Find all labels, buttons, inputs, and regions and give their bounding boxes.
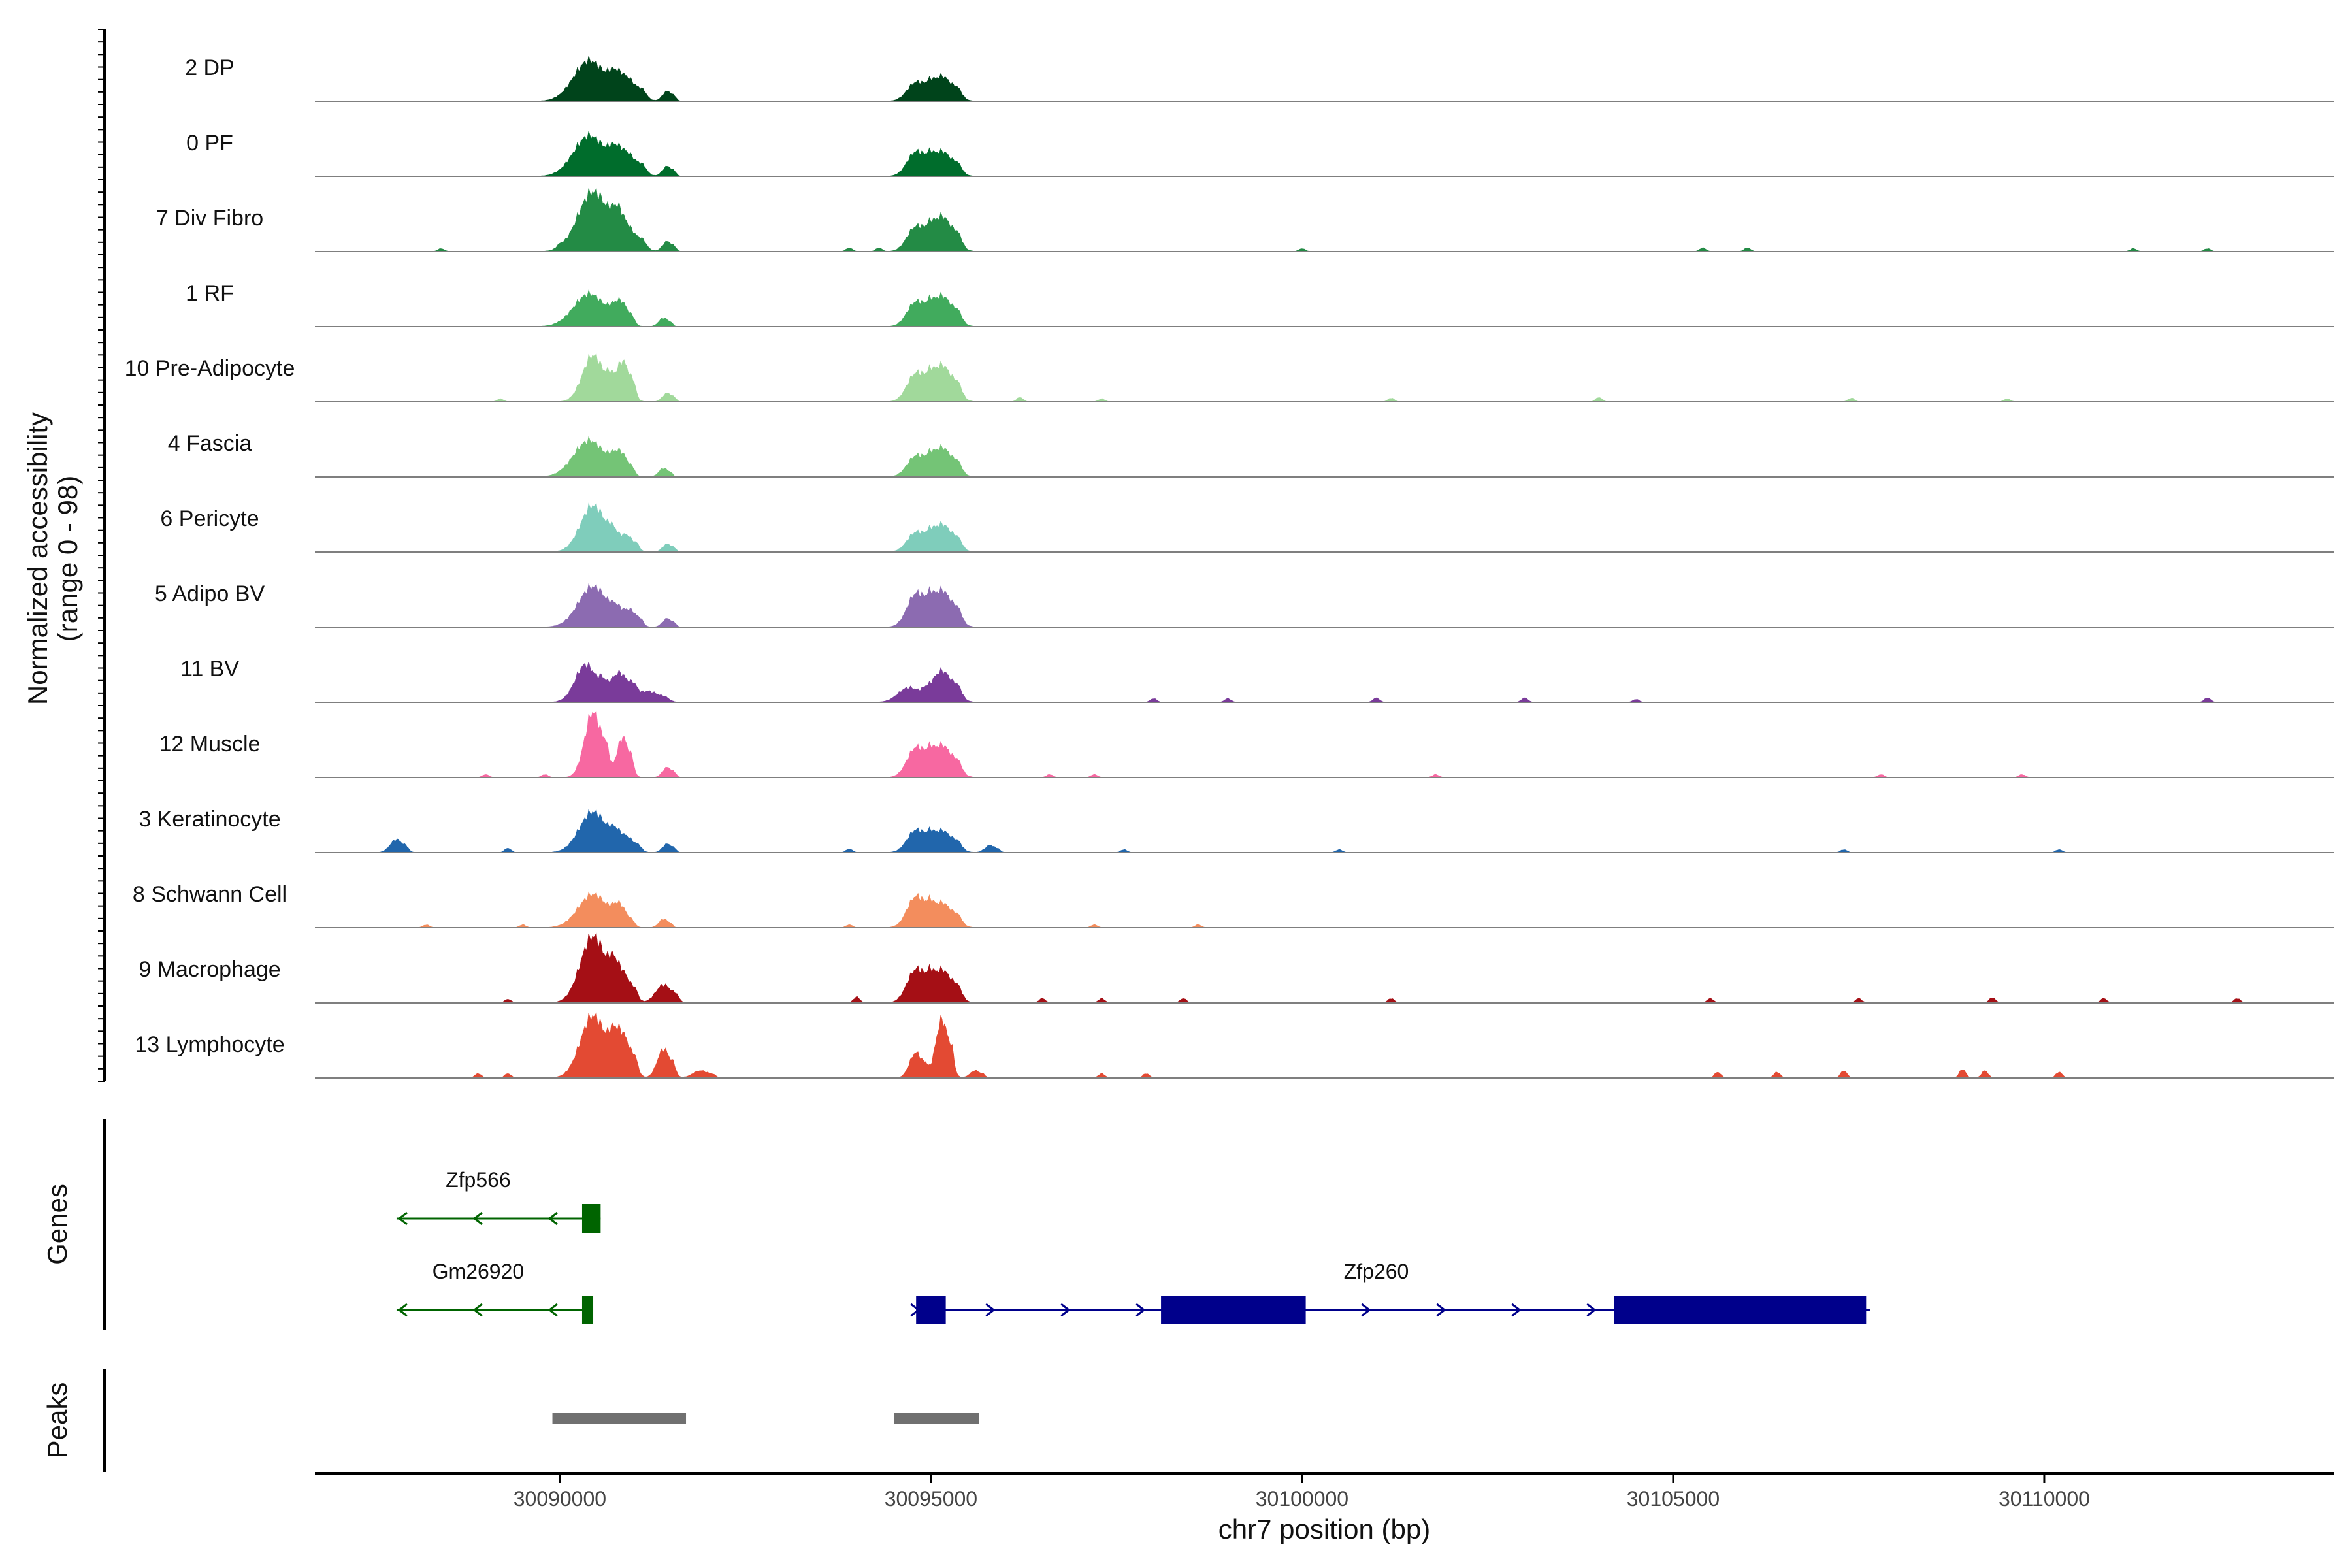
gene-strand-chevron (547, 1211, 558, 1226)
gene-strand-chevron (547, 1303, 558, 1317)
gene-exon (581, 1204, 601, 1233)
track: 12 Muscle (159, 711, 2334, 778)
x-tick-label: 30100000 (1256, 1487, 1348, 1511)
gene-exon (916, 1296, 946, 1324)
track: 11 BV (180, 657, 2334, 703)
track: 4 Fascia (168, 431, 2334, 478)
track-label: 2 DP (185, 56, 235, 80)
peak-region (552, 1413, 687, 1424)
gene-exon (1614, 1296, 1867, 1324)
gene-exon (1161, 1296, 1306, 1324)
track-label: 12 Muscle (159, 732, 261, 757)
gene-label: Zfp260 (1344, 1260, 1409, 1283)
track: 0 PF (186, 131, 2334, 177)
gene-strand-chevron (472, 1303, 483, 1317)
track-label: 6 Pericyte (160, 506, 259, 531)
track-label: 13 Lymphocyte (135, 1032, 284, 1057)
gene-strand-chevron (1361, 1303, 1371, 1317)
peaks-panel-label: Peaks (42, 1382, 73, 1459)
track: 13 Lymphocyte (135, 1012, 2334, 1079)
y-axis-range-label: (range 0 - 98) (52, 476, 83, 642)
gene-strand-chevron (1511, 1303, 1522, 1317)
gene-strand-chevron (397, 1303, 408, 1317)
gene-label: Zfp566 (446, 1168, 511, 1192)
x-tick-label: 30110000 (1999, 1487, 2090, 1511)
x-tick-label: 30090000 (514, 1487, 606, 1511)
gene-strand-chevron (472, 1211, 483, 1226)
gene-strand-chevron (1135, 1303, 1146, 1317)
track-label: 10 Pre-Adipocyte (125, 356, 295, 381)
y-axis-label: Normalized accessibility (22, 412, 53, 705)
gene-model: Zfp566 (396, 1168, 601, 1233)
x-axis: chr7 position (bp) 30090000 30095000 30100… (315, 1472, 2334, 1544)
x-tick-label: 30105000 (1627, 1487, 1720, 1511)
track: 7 Div Fibro (156, 188, 2334, 252)
track-label: 4 Fascia (168, 431, 252, 456)
track: 10 Pre-Adipocyte (125, 353, 2334, 402)
track: 3 Keratinocyte (139, 807, 2334, 853)
gene-model: Gm26920 (396, 1260, 594, 1324)
x-tick-label: 30095000 (885, 1487, 977, 1511)
peak-region (894, 1413, 979, 1424)
track-label: 5 Adipo BV (155, 581, 265, 606)
gene-strand-chevron (1060, 1303, 1071, 1317)
gene-strand-chevron (1436, 1303, 1446, 1317)
y-axis-title: Normalized accessibility (range 0 - 98) (22, 412, 83, 705)
track-label: 9 Macrophage (139, 957, 280, 982)
gene-model: Zfp260 (910, 1260, 1870, 1324)
peaks-panel: Peaks (42, 1369, 979, 1472)
track: 1 RF (186, 281, 2334, 327)
track: 2 DP (185, 56, 2334, 102)
genes-panel: Genes Zfp566 Gm26920 Zfp260 (42, 1119, 1870, 1330)
gene-exon (581, 1296, 594, 1324)
track-label: 7 Div Fibro (156, 206, 263, 231)
gene-strand-chevron (985, 1303, 996, 1317)
track: 6 Pericyte (160, 502, 2334, 553)
track: 8 Schwann Cell (133, 882, 2334, 928)
track-label: 8 Schwann Cell (133, 882, 287, 907)
track: 9 Macrophage (139, 932, 2334, 1004)
gene-strand-chevron (397, 1211, 408, 1226)
x-axis-label: chr7 position (bp) (1218, 1514, 1431, 1544)
track: 5 Adipo BV (155, 581, 2334, 628)
track-label: 1 RF (186, 281, 234, 306)
y-axis (98, 29, 106, 1082)
coverage-tracks: 2 DP 0 PF 7 Div Fibro 1 RF 10 Pre-Adipocyte 4… (125, 56, 2334, 1079)
gene-label: Gm26920 (433, 1260, 525, 1283)
gene-strand-chevron (1586, 1303, 1597, 1317)
track-label: 3 Keratinocyte (139, 807, 280, 832)
track-label: 0 PF (186, 131, 233, 155)
genes-panel-label: Genes (42, 1184, 73, 1265)
track-label: 11 BV (180, 657, 239, 681)
